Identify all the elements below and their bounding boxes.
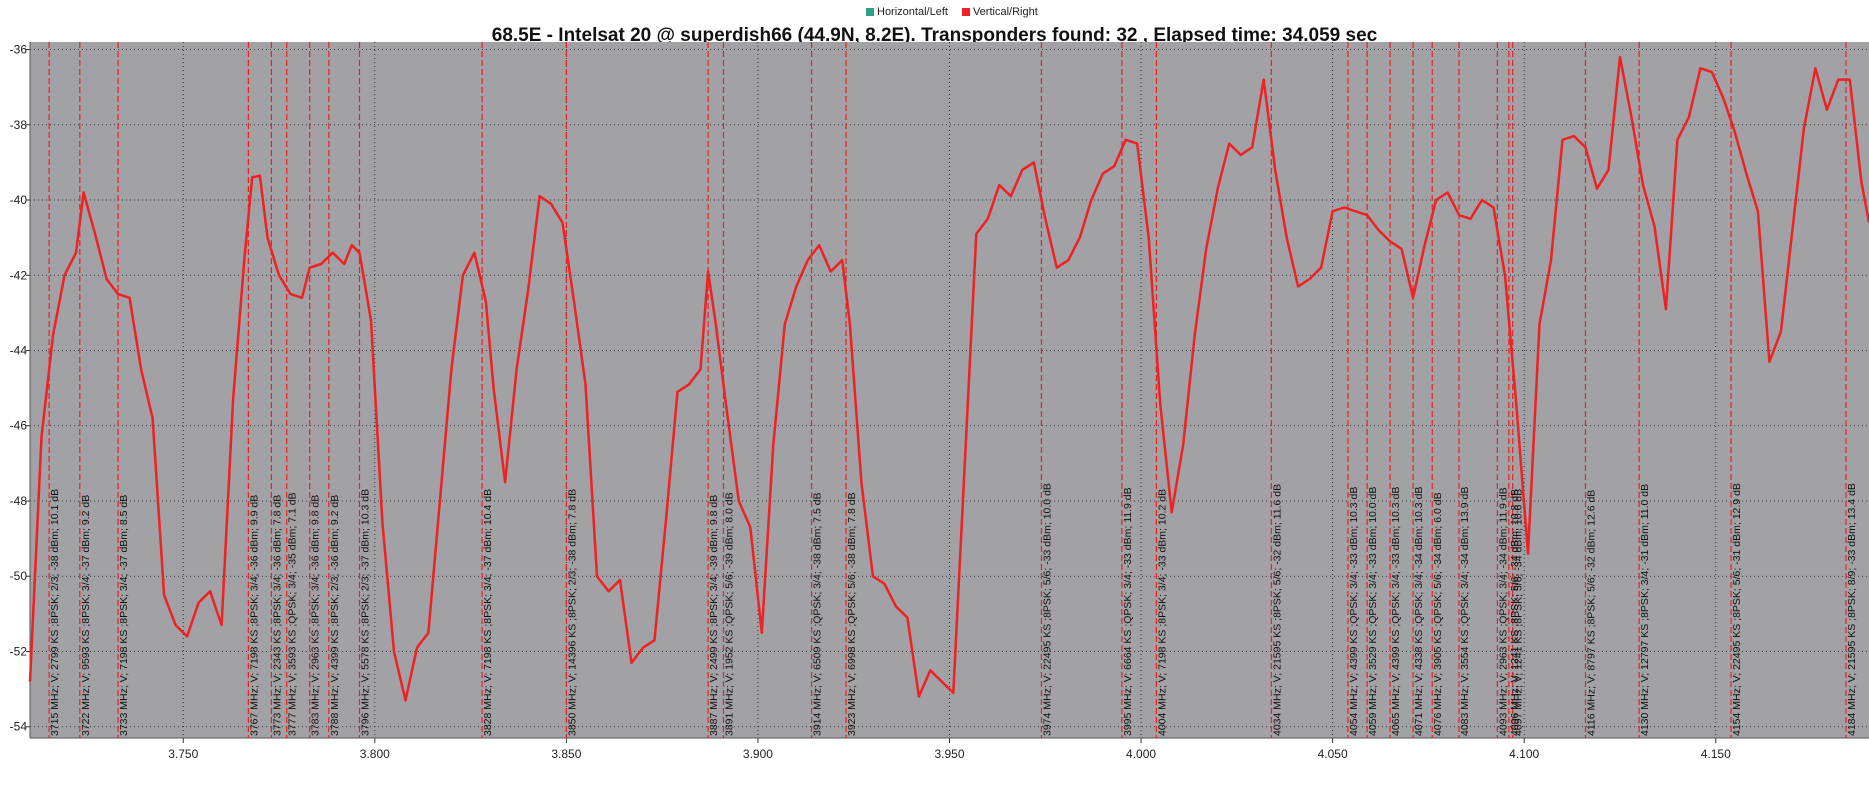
transponder-label: 3850 MHz; V; 14396 KS ;8PSK; 2/3; -38 dB… bbox=[566, 489, 578, 736]
legend-label-vertical: Vertical/Right bbox=[972, 6, 1038, 18]
transponder-label: 3722 MHz; V; 9593 KS ;8PSK; 3/4; -37 dBm… bbox=[80, 495, 92, 736]
transponder-label: 3796 MHz; V; 5578 KS ;8PSK; 2/3; -37 dBm… bbox=[359, 489, 371, 736]
transponder-label: 4184 MHz; V; 21595 KS ;8PSK; 8/9; -33 dB… bbox=[1846, 483, 1858, 736]
transponder-label: 3923 MHz; V; 6998 KS ;QPSK; 5/6; -38 dBm… bbox=[846, 492, 858, 736]
y-tick-label: -46 bbox=[10, 419, 28, 433]
transponder-label: 4071 MHz; V; 4338 KS ;QPSK; 3/4; -34 dBm… bbox=[1413, 487, 1425, 736]
series-line-vertical-right bbox=[28, 55, 1869, 702]
legend-swatch-horizontal bbox=[866, 8, 874, 16]
transponder-label: 4059 MHz; V; 3529 KS ;QPSK; 3/4; -33 dBm… bbox=[1367, 487, 1379, 736]
y-tick-label: -54 bbox=[10, 720, 28, 734]
legend-label-horizontal: Horizontal/Left bbox=[877, 6, 948, 18]
legend-item-horizontal-left[interactable]: Horizontal/Left bbox=[866, 6, 948, 18]
transponder-label: 4154 MHz; V; 22495 KS ;8PSK; 5/6; -31 dB… bbox=[1731, 483, 1743, 736]
transponder-label: 3974 MHz; V; 22495 KS ;8PSK; 5/6; -33 dB… bbox=[1041, 483, 1053, 736]
transponder-label: 3715 MHz; V; 2799 KS ;8PSK; 2/3; -38 dBm… bbox=[49, 489, 61, 736]
x-tick-label: 3.900 bbox=[743, 747, 773, 761]
x-tick-label: 3.750 bbox=[168, 747, 198, 761]
transponder-label: 3887 MHz; V; 2499 KS ;8PSK; 3/4; -39 dBm… bbox=[708, 495, 720, 736]
x-tick-label: 4.150 bbox=[1701, 747, 1731, 761]
x-tick-label: 4.100 bbox=[1509, 747, 1539, 761]
legend-swatch-vertical bbox=[961, 8, 970, 16]
chart-title: 68.5E - Intelsat 20 @ superdish66 (44.9N… bbox=[491, 25, 1378, 46]
transponder-label: 3891 MHz; V; 1952 KS ;QPSK; 5/6; -39 dBm… bbox=[723, 492, 735, 736]
transponder-label: 4054 MHz; V; 4399 KS ;QPSK; 3/4; -33 dBm… bbox=[1348, 487, 1360, 736]
transponder-label: 4093 MHz; V; 2963 KS ;QPSK; 3/4; -34 dBm… bbox=[1497, 487, 1509, 736]
transponder-label: 4065 MHz; V; 4399 KS ;QPSK; 3/4; -33 dBm… bbox=[1390, 487, 1402, 736]
legend: Horizontal/Left Vertical/Right bbox=[866, 6, 1038, 18]
y-tick-label: -40 bbox=[10, 193, 28, 207]
transponder-label: 4076 MHz; V; 3905 KS ;QPSK; 5/6; -34 dBm… bbox=[1432, 492, 1444, 736]
transponder-label: 4097 MHz; V; 1241 KS ;8PSK; 5/6; -34 dBm… bbox=[1513, 489, 1525, 736]
transponder-markers bbox=[48, 42, 1847, 738]
y-tick-label: -42 bbox=[10, 268, 28, 282]
y-tick-label: -50 bbox=[10, 569, 28, 583]
transponder-label: 3914 MHz; V; 6509 KS ;QPSK; 3/4; -38 dBm… bbox=[812, 492, 824, 736]
x-tick-label: 3.850 bbox=[551, 747, 581, 761]
transponder-label: 3773 MHz; V; 2343 KS ;8PSK; 3/4; -36 dBm… bbox=[271, 495, 283, 736]
series-layer bbox=[28, 55, 1869, 702]
transponder-labels: 3715 MHz; V; 2799 KS ;8PSK; 2/3; -38 dBm… bbox=[49, 483, 1858, 736]
transponder-label: 4004 MHz; V; 7198 KS ;8PSK; 3/4; -33 dBm… bbox=[1156, 489, 1168, 736]
y-tick-label: -48 bbox=[10, 494, 28, 508]
transponder-label: 3995 MHz; V; 6664 KS ;QPSK; 3/4; -33 dBm… bbox=[1122, 487, 1134, 736]
transponder-label: 3783 MHz; V; 2963 KS ;8PSK; 3/4; -36 dBm… bbox=[310, 495, 322, 736]
transponder-label: 4083 MHz; V; 3554 KS ;QPSK; 3/4; -34 dBm… bbox=[1459, 487, 1471, 736]
transponder-label: 4034 MHz; V; 21595 KS ;8PSK; 5/6; -32 dB… bbox=[1271, 484, 1283, 736]
x-tick-label: 3.800 bbox=[360, 747, 390, 761]
transponder-label: 4116 MHz; V; 8797 KS ;8PSK; 5/6; -32 dBm… bbox=[1585, 490, 1597, 736]
y-tick-label: -36 bbox=[10, 43, 28, 57]
axes: -36 -38 -40 -42 -44 -46 -48 -50 -52 -54 3.750 3.800… bbox=[10, 42, 1869, 761]
x-tick-label: 4.000 bbox=[1126, 747, 1156, 761]
transponder-label: 3828 MHz; V; 7198 KS ;8PSK; 3/4; -37 dBm… bbox=[482, 489, 494, 736]
transponder-label: 3788 MHz; V; 4399 KS ;8PSK; 2/3; -36 dBm… bbox=[329, 495, 341, 736]
transponder-label: 3777 MHz; V; 3593 KS ;QPSK; 3/4; -35 dBm… bbox=[287, 492, 299, 736]
legend-item-vertical-right[interactable]: Vertical/Right bbox=[961, 6, 1038, 18]
y-tick-label: -38 bbox=[10, 118, 28, 132]
x-tick-label: 4.050 bbox=[1318, 747, 1348, 761]
transponder-label: 4130 MHz; V; 12797 KS ;8PSK; 3/4; -31 dB… bbox=[1639, 484, 1651, 736]
transponder-label: 3733 MHz; V; 7198 KS ;8PSK; 3/4; -37 dBm… bbox=[118, 495, 130, 736]
transponder-label: 3767 MHz; V; 7198 KS ;8PSK; 3/4; -36 dBm… bbox=[248, 495, 260, 736]
x-tick-label: 3.950 bbox=[934, 747, 964, 761]
transponder-label: 4096 MHz; V; 1241 KS ;8PSK; 5/6; -34 dBm… bbox=[1509, 489, 1521, 736]
y-tick-label: -44 bbox=[10, 343, 28, 357]
y-tick-label: -52 bbox=[10, 644, 28, 658]
